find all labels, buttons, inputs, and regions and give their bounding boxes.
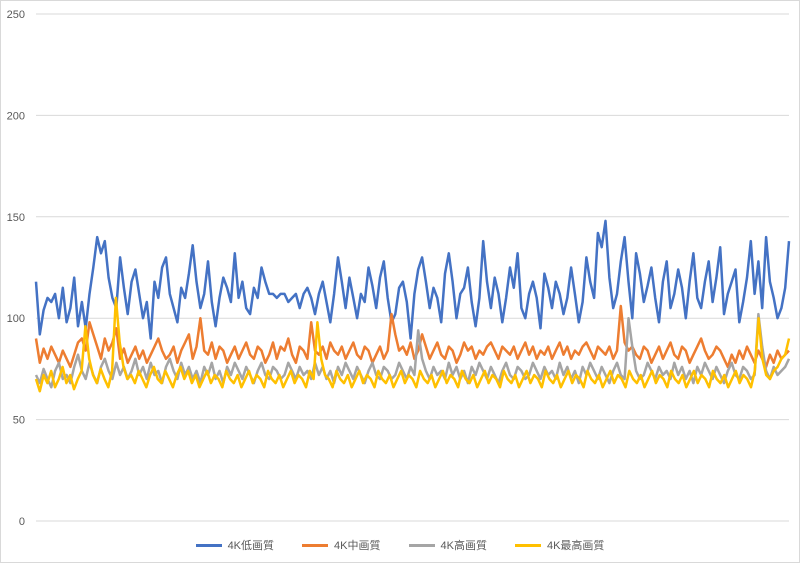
legend-label: 4K中画質 xyxy=(334,540,381,552)
legend: 4K低画質 4K中画質 4K高画質 4K最高画質 xyxy=(1,537,799,553)
legend-swatch xyxy=(408,543,435,547)
legend-swatch xyxy=(195,543,222,547)
legend-swatch xyxy=(302,543,329,547)
legend-label: 4K低画質 xyxy=(227,540,275,552)
y-tick-label: 50 xyxy=(13,415,25,427)
legend-swatch xyxy=(514,543,541,547)
y-tick-label: 250 xyxy=(7,9,25,21)
series-line-2 xyxy=(34,304,790,369)
legend-item-3: 4K高画質 xyxy=(408,537,487,553)
y-tick-label: 100 xyxy=(7,313,25,325)
legend-label: 4K高画質 xyxy=(440,540,487,552)
series-line-1 xyxy=(34,219,791,340)
legend-label: 4K最高画質 xyxy=(546,540,605,552)
y-tick-label: 200 xyxy=(7,110,25,122)
y-tick-label: 150 xyxy=(7,212,25,224)
legend-item-1: 4K低画質 xyxy=(195,537,275,553)
y-tick-label: 0 xyxy=(19,516,25,528)
legend-item-4: 4K最高画質 xyxy=(514,537,605,553)
series-line-4 xyxy=(34,296,791,393)
legend-item-2: 4K中画質 xyxy=(302,537,381,553)
